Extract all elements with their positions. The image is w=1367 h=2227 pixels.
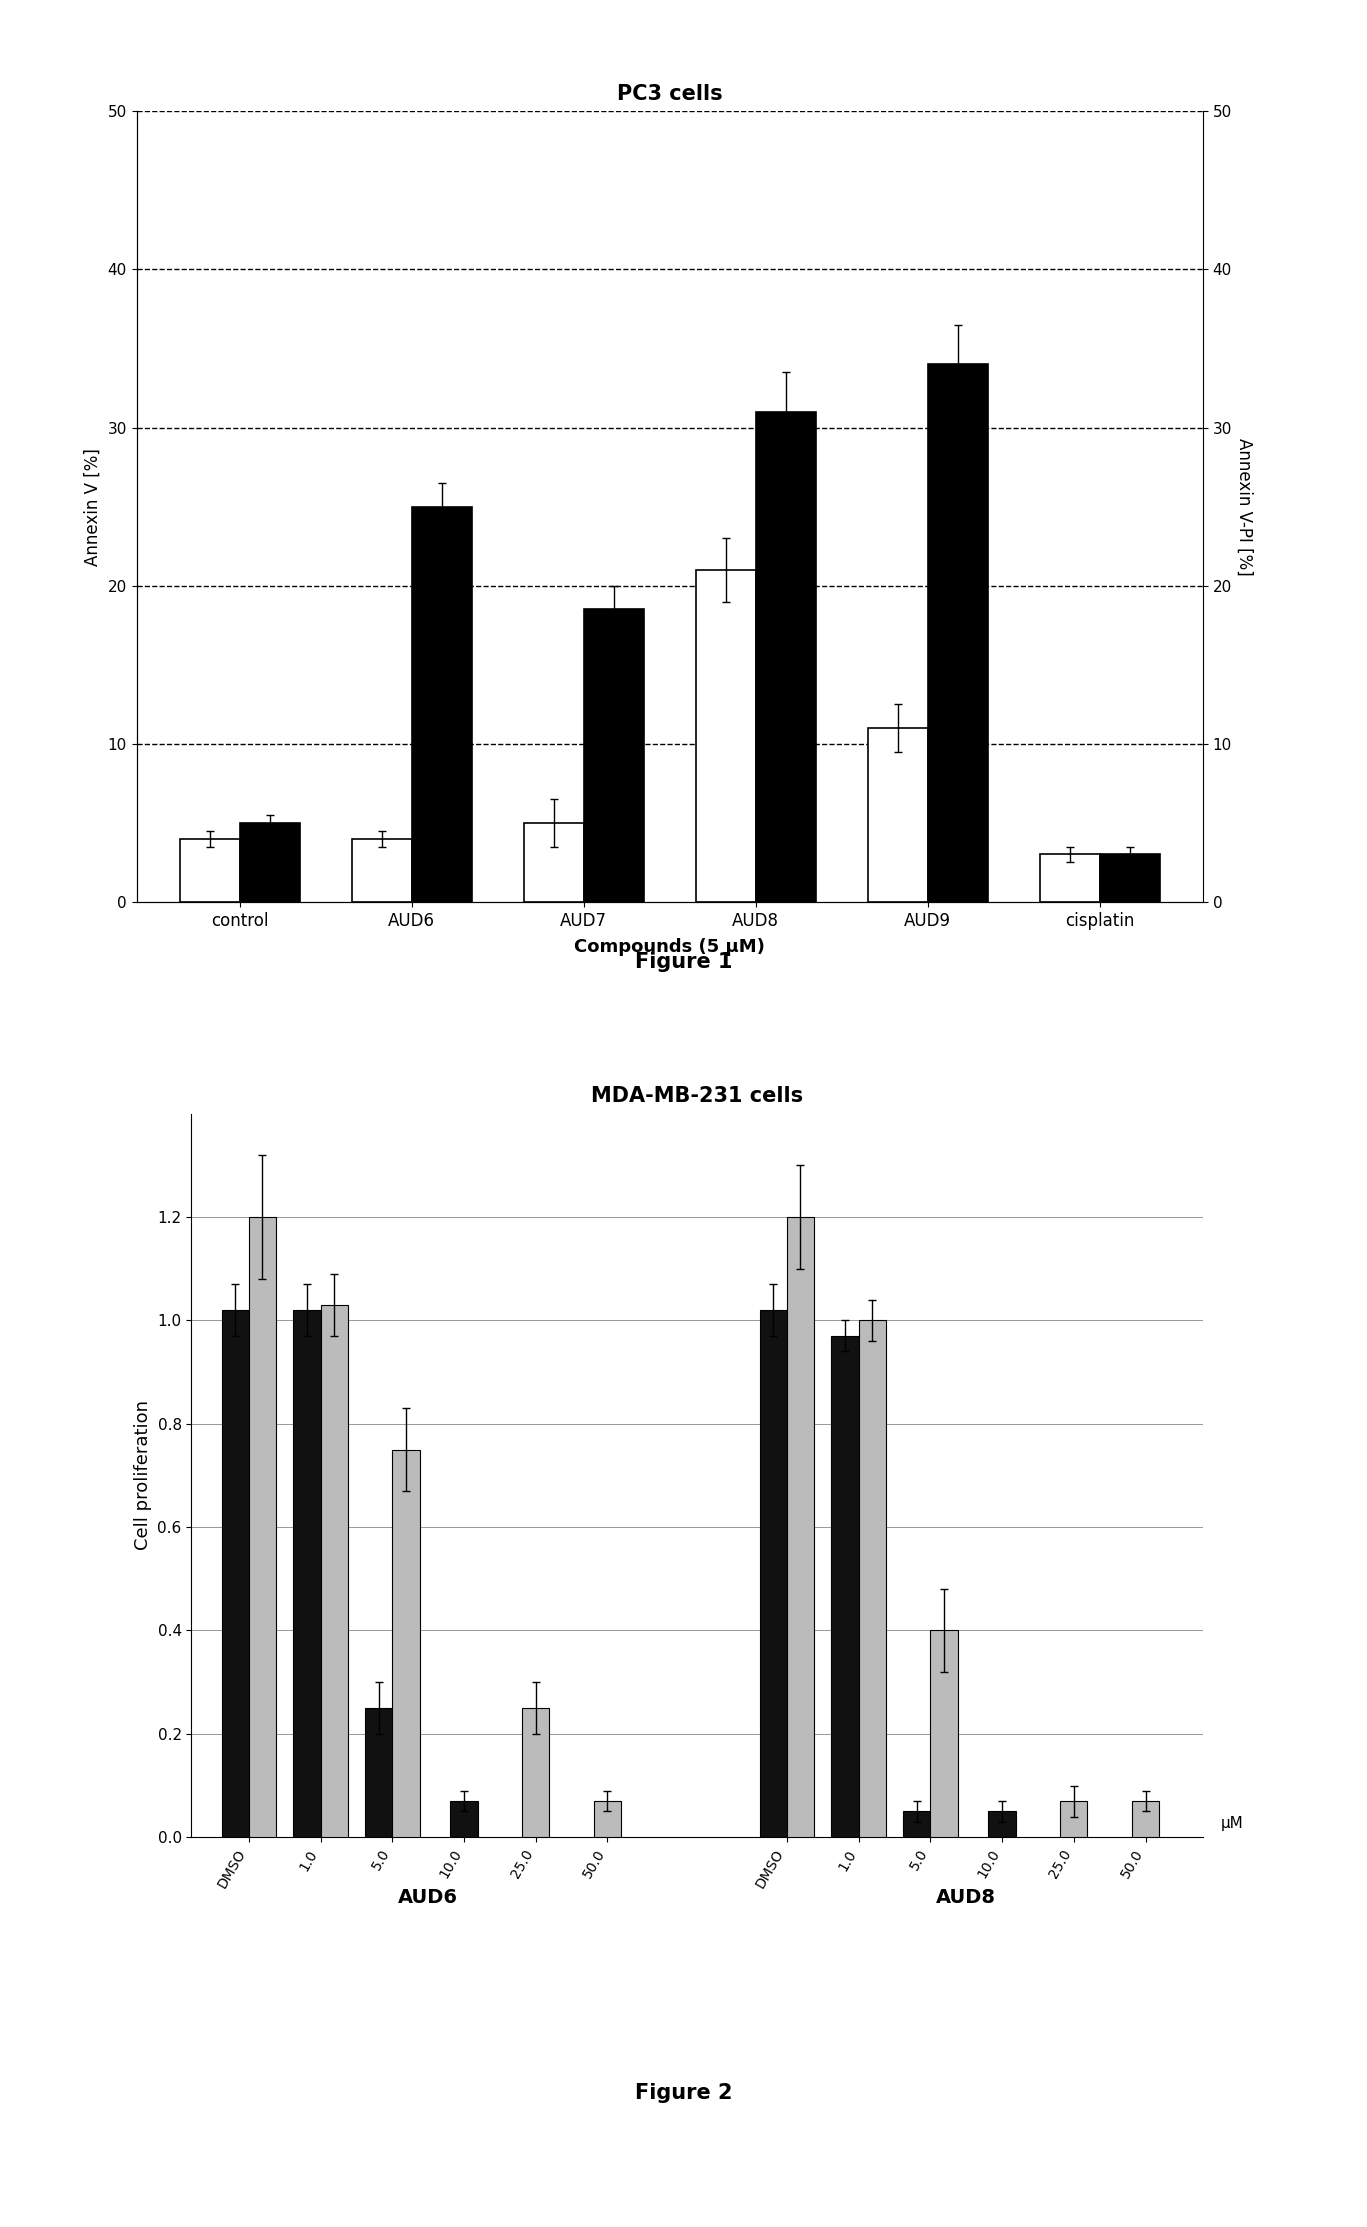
Bar [524,824,584,902]
Bar [787,1216,815,1837]
Text: Figure 1: Figure 1 [634,953,733,971]
Bar [365,1708,392,1837]
Bar [904,1811,931,1837]
Bar [221,1309,249,1837]
Bar [351,840,411,902]
Title: PC3 cells: PC3 cells [617,85,723,105]
Bar [1132,1802,1159,1837]
Bar [756,412,816,902]
Bar [931,1630,958,1837]
Bar [1061,1802,1088,1837]
Y-axis label: Annexin V-PI [%]: Annexin V-PI [%] [1234,439,1254,575]
Title: MDA-MB-231 cells: MDA-MB-231 cells [591,1087,804,1107]
Y-axis label: Annexin V [%]: Annexin V [%] [83,448,103,566]
Text: Figure 2: Figure 2 [634,2084,733,2102]
Bar [392,1450,420,1837]
Y-axis label: Cell proliferation: Cell proliferation [134,1401,152,1550]
Bar [928,365,988,902]
Text: μM: μM [1221,1815,1244,1831]
Text: AUD8: AUD8 [936,1888,997,1906]
Bar [294,1309,320,1837]
Bar [760,1309,787,1837]
Bar [858,1321,886,1837]
X-axis label: Compounds (5 μM): Compounds (5 μM) [574,938,766,955]
Bar [450,1802,477,1837]
Bar [179,840,239,902]
Bar [593,1802,621,1837]
Bar [1039,855,1100,902]
Bar [988,1811,1016,1837]
Text: AUD6: AUD6 [398,1888,458,1906]
Bar [868,728,928,902]
Bar [522,1708,550,1837]
Bar [239,824,301,902]
Bar [1100,855,1161,902]
Bar [696,570,756,902]
Bar [249,1216,276,1837]
Bar [831,1336,858,1837]
Bar [320,1305,347,1837]
Bar [411,508,472,902]
Bar [584,610,644,902]
